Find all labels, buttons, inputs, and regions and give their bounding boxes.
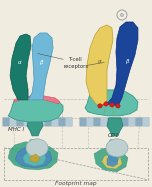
FancyBboxPatch shape: [38, 118, 44, 126]
FancyBboxPatch shape: [108, 118, 114, 126]
Text: $\alpha$: $\alpha$: [17, 59, 23, 66]
FancyBboxPatch shape: [59, 118, 65, 126]
Ellipse shape: [120, 13, 123, 16]
Text: $\alpha$: $\alpha$: [97, 58, 103, 65]
FancyBboxPatch shape: [80, 118, 86, 126]
Polygon shape: [107, 140, 121, 162]
Polygon shape: [102, 152, 122, 169]
Polygon shape: [30, 154, 40, 163]
Text: MHC I: MHC I: [8, 127, 24, 132]
FancyBboxPatch shape: [143, 118, 149, 126]
Polygon shape: [28, 33, 53, 100]
Polygon shape: [94, 148, 128, 172]
Ellipse shape: [98, 104, 102, 108]
Ellipse shape: [26, 139, 48, 157]
FancyBboxPatch shape: [115, 118, 121, 126]
FancyBboxPatch shape: [17, 118, 23, 126]
Polygon shape: [23, 150, 46, 166]
FancyBboxPatch shape: [94, 118, 100, 126]
Text: $\beta$: $\beta$: [125, 57, 131, 66]
FancyBboxPatch shape: [52, 118, 58, 126]
Polygon shape: [107, 118, 123, 136]
Ellipse shape: [110, 103, 114, 107]
FancyBboxPatch shape: [101, 118, 107, 126]
Polygon shape: [86, 25, 113, 106]
FancyBboxPatch shape: [24, 118, 30, 126]
FancyBboxPatch shape: [3, 118, 9, 126]
Polygon shape: [8, 142, 58, 170]
Polygon shape: [8, 98, 63, 122]
Polygon shape: [107, 22, 138, 106]
Text: T-cell
receptors: T-cell receptors: [63, 57, 89, 69]
Polygon shape: [15, 146, 52, 168]
Ellipse shape: [106, 139, 128, 157]
FancyBboxPatch shape: [31, 118, 37, 126]
Polygon shape: [10, 34, 31, 100]
Polygon shape: [107, 155, 118, 167]
FancyBboxPatch shape: [87, 118, 93, 126]
Polygon shape: [27, 140, 41, 162]
Ellipse shape: [116, 104, 120, 108]
FancyBboxPatch shape: [66, 118, 72, 126]
Text: CD1: CD1: [108, 133, 120, 138]
FancyBboxPatch shape: [10, 118, 16, 126]
Text: $\beta$: $\beta$: [39, 58, 45, 68]
FancyBboxPatch shape: [129, 118, 135, 126]
FancyBboxPatch shape: [45, 118, 51, 126]
Text: Footprint map: Footprint map: [55, 181, 97, 186]
FancyBboxPatch shape: [122, 118, 128, 126]
FancyBboxPatch shape: [136, 118, 142, 126]
Polygon shape: [85, 90, 138, 116]
Polygon shape: [14, 96, 60, 104]
Ellipse shape: [104, 102, 108, 106]
Polygon shape: [27, 118, 43, 136]
